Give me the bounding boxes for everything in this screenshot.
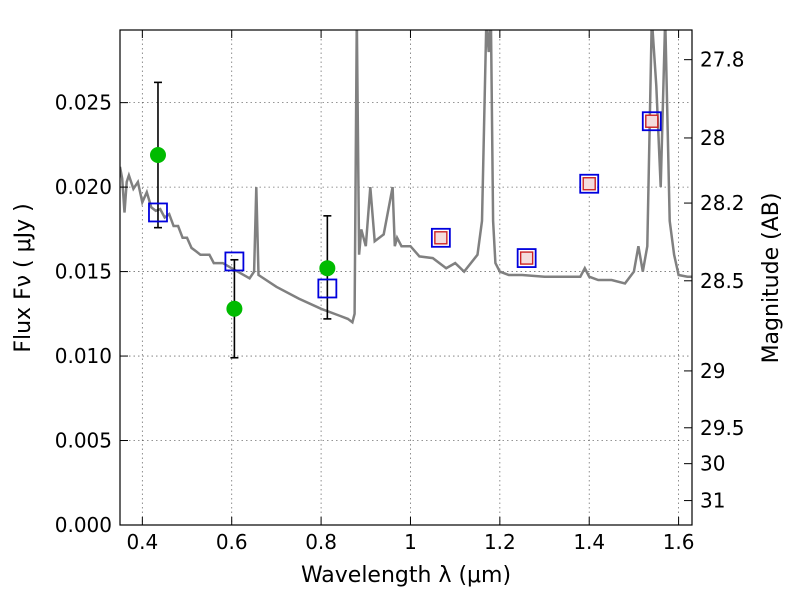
magnitude-axis-ticks: 27.8 28 28.2 28.5 29 29.5 30 31 (684, 48, 745, 513)
mag-tick-label-5: 29.5 (700, 416, 745, 440)
observed-point-2 (319, 260, 336, 277)
magnitude-axis-label: Magnitude (AB) (759, 193, 784, 364)
mag-tick-label-4: 29 (700, 359, 725, 383)
x-axis-ticks: 0.4 0.6 0.8 1 1.2 1.4 1.6 (126, 30, 695, 554)
model-band-point-4 (516, 248, 537, 268)
y-tick-label-3: 0.015 (55, 260, 112, 284)
mag-tick-label-2: 28.2 (700, 191, 745, 215)
y-tick-label-5: 0.025 (55, 91, 112, 115)
observed-points (149, 147, 336, 317)
mag-tick-label-3: 28.5 (700, 269, 745, 293)
mag-tick-label-0: 27.8 (700, 48, 745, 72)
x-tick-label-4: 1.2 (484, 530, 516, 554)
model-spectrum-layer (120, 30, 692, 325)
y-tick-label-2: 0.010 (55, 344, 112, 368)
y-axis-ticks: 0.000 0.005 0.010 0.015 0.020 0.025 (55, 91, 128, 537)
mag-tick-label-1: 28 (700, 126, 725, 150)
y-axis-label: Flux Fν ( μJy ) (11, 203, 36, 352)
model-band-point-2 (317, 278, 338, 299)
x-tick-label-1: 0.6 (216, 530, 248, 554)
error-bars (153, 81, 332, 359)
y-tick-label-1: 0.005 (55, 429, 112, 453)
x-tick-label-5: 1.4 (573, 530, 605, 554)
model-band-point-6 (641, 111, 662, 132)
model-band-point-3 (430, 227, 451, 248)
model-band-point-1 (224, 251, 245, 272)
grid-lines (120, 30, 692, 525)
x-axis-label: Wavelength λ (μm) (301, 563, 511, 588)
mag-tick-label-6: 30 (700, 452, 725, 476)
x-tick-label-2: 0.8 (305, 530, 337, 554)
model-band-points (148, 111, 662, 299)
model-band-point-0 (148, 202, 168, 223)
x-tick-label-0: 0.4 (126, 530, 158, 554)
y-tick-label-4: 0.020 (55, 175, 112, 199)
observed-point-0 (149, 147, 166, 164)
plot-frame (119, 29, 693, 526)
observed-point-1 (226, 300, 243, 317)
y-tick-label-0: 0.000 (55, 513, 112, 537)
model-spectrum-line (120, 30, 692, 325)
model-band-point-5 (579, 173, 600, 194)
x-tick-label-3: 1 (404, 530, 417, 554)
mag-tick-label-7: 31 (700, 489, 725, 513)
x-tick-label-6: 1.6 (663, 530, 695, 554)
